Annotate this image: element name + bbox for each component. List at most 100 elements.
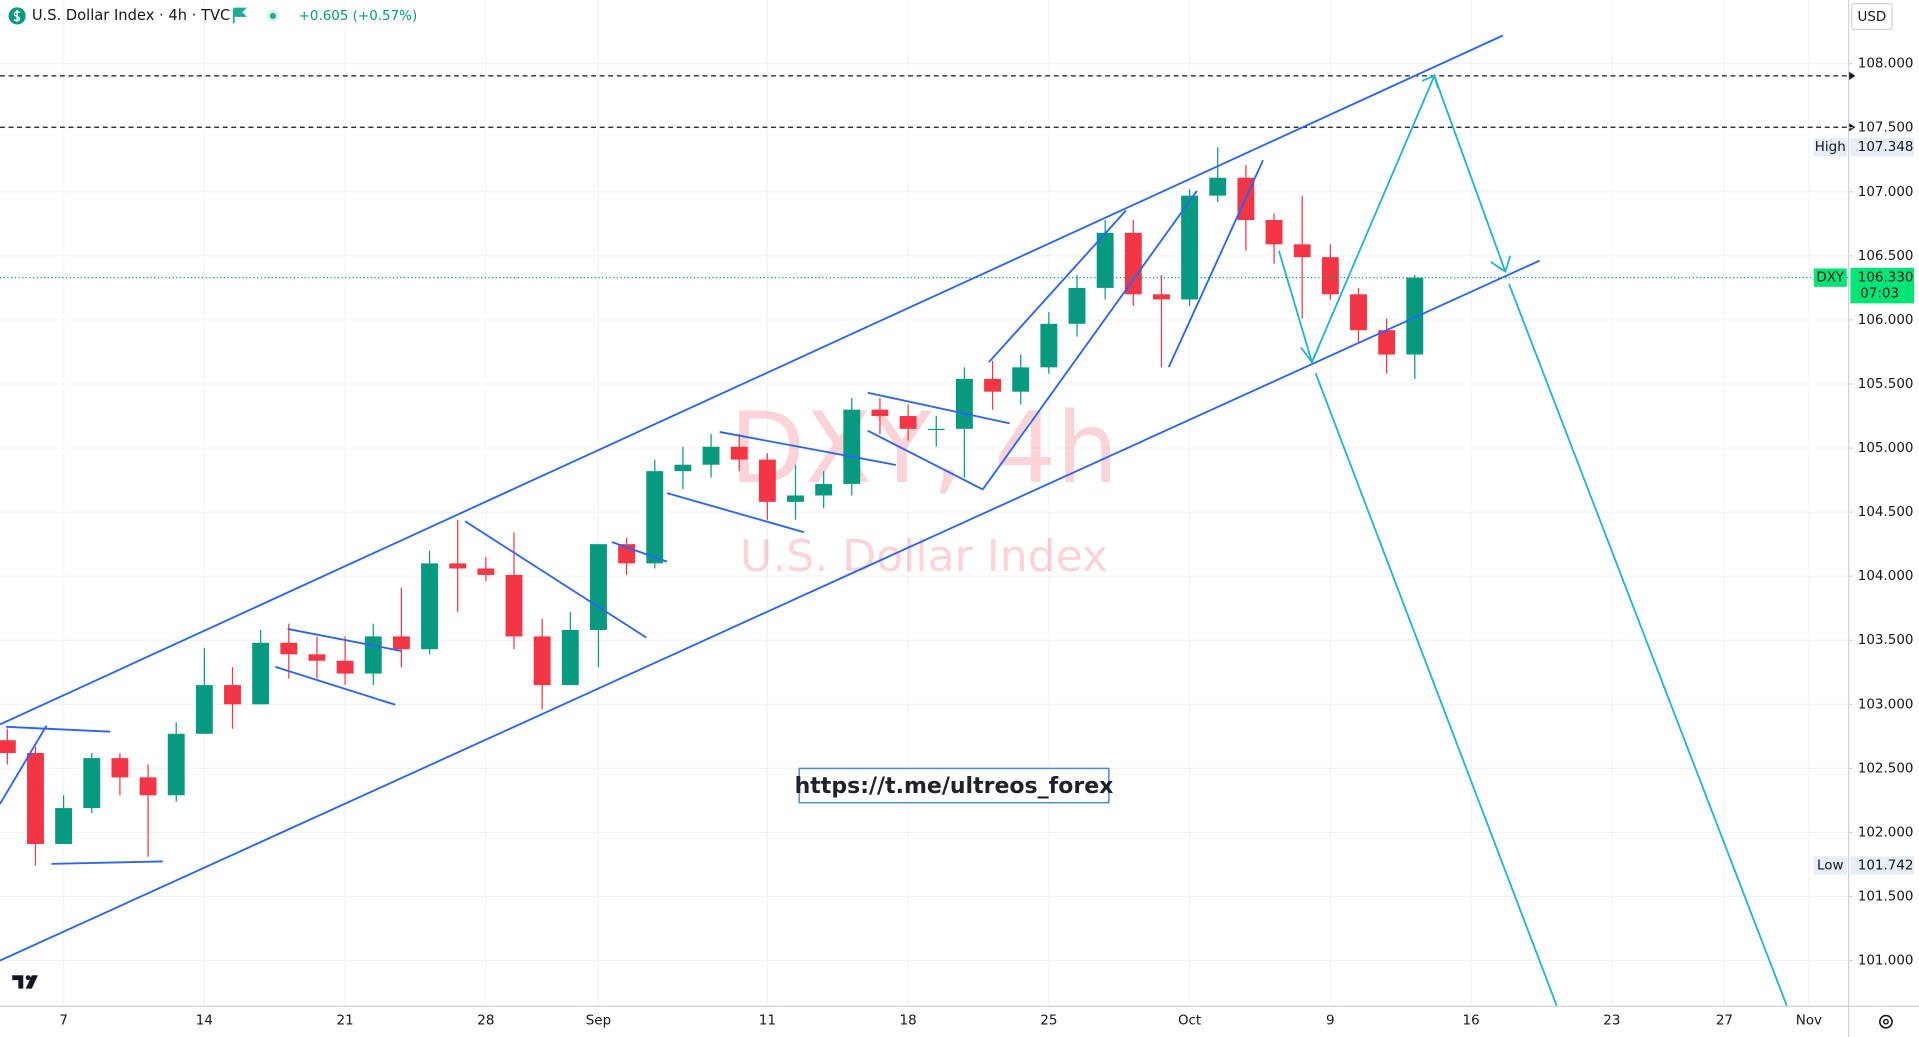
extreme-price-label: 101.742 — [1858, 858, 1914, 873]
candle-body — [871, 409, 889, 417]
extreme-price-tag — [1850, 138, 1915, 157]
trend-lines — [0, 34, 1540, 962]
trend-line — [611, 541, 668, 563]
projection — [1278, 73, 1788, 1007]
trend-line — [0, 725, 48, 805]
currency[interactable]: USD — [1858, 10, 1887, 25]
trend-line — [275, 665, 396, 706]
candle-body — [308, 654, 326, 661]
annotation[interactable]: https://t.me/ultreos_forex — [795, 774, 1114, 799]
trend-line — [867, 391, 1010, 425]
trend-line — [988, 209, 1127, 363]
candle-body — [787, 495, 804, 502]
candle-body — [899, 416, 917, 429]
candle-body — [815, 483, 833, 496]
trend-line — [719, 431, 897, 466]
countdown: 07:03 — [1860, 287, 1899, 302]
candle-body — [27, 753, 44, 844]
candle-body — [1096, 232, 1114, 288]
y-tick-label: 103.000 — [1858, 697, 1914, 712]
settings-icon[interactable] — [1879, 1014, 1893, 1029]
candle-body — [83, 758, 101, 809]
candle-body — [167, 733, 185, 796]
candle-body — [702, 446, 720, 465]
arrow-head — [1300, 344, 1321, 365]
projection-path — [1278, 73, 1507, 365]
candle-body — [561, 630, 579, 686]
y-tick-label: 108.000 — [1858, 57, 1914, 72]
candle-body — [449, 563, 467, 569]
candle-body — [224, 685, 241, 705]
x-tick-label: 14 — [196, 1013, 213, 1028]
x-tick-label: Oct — [1178, 1013, 1201, 1028]
flag-icon[interactable] — [232, 7, 247, 24]
candle-body — [336, 660, 354, 674]
grid — [0, 0, 1849, 1006]
x-tick-label: 16 — [1463, 1013, 1480, 1028]
x-tick-label: 9 — [1326, 1013, 1335, 1028]
extreme-price-tag — [1850, 856, 1915, 875]
candle-body — [1124, 232, 1142, 295]
candle-body — [1040, 323, 1058, 368]
trend-line — [6, 725, 111, 733]
candle-body — [1293, 244, 1311, 258]
logo-part — [12, 975, 24, 989]
gear[interactable] — [1879, 1014, 1893, 1029]
extreme-tag-label: High — [1815, 140, 1846, 155]
logo-part — [25, 975, 38, 989]
annotation-box — [798, 767, 1110, 804]
candle-body — [984, 378, 1001, 392]
gear-center[interactable] — [1883, 1018, 1889, 1025]
trend-line — [982, 190, 1198, 490]
x-tick-label: 23 — [1603, 1013, 1620, 1028]
projection-line — [1314, 372, 1558, 1007]
chart-title[interactable]: U.S. Dollar Index · 4h · TVC — [32, 7, 230, 24]
extreme-tag — [1813, 856, 1847, 875]
y-tick-label: 102.000 — [1858, 825, 1914, 840]
candle-body — [421, 563, 439, 650]
trend-line — [867, 429, 984, 491]
trend-line — [51, 860, 163, 865]
x-tick-label: Nov — [1796, 1013, 1822, 1028]
candle-body — [1265, 219, 1283, 245]
candle-body — [590, 544, 607, 631]
y-tick-label: 103.500 — [1858, 633, 1914, 648]
candle-body — [139, 777, 157, 796]
candle-body — [674, 464, 692, 472]
trend-line — [464, 520, 647, 639]
candle-body — [364, 636, 382, 674]
candle-body — [111, 758, 129, 778]
x-tick-label: 25 — [1040, 1013, 1057, 1028]
x-tick-label: 11 — [759, 1013, 776, 1028]
status-dot — [269, 12, 276, 19]
last-price-tag — [1850, 267, 1915, 304]
x-tick-label: 7 — [59, 1013, 68, 1028]
trend-line — [666, 492, 805, 534]
extreme-tag-label: Low — [1817, 858, 1844, 873]
candle-body — [1012, 367, 1030, 392]
candle-body — [1350, 294, 1367, 331]
candle-body — [927, 428, 945, 431]
extreme-price-label: 107.348 — [1858, 140, 1914, 155]
watermark-subtitle: U.S. Dollar Index — [740, 531, 1108, 582]
currency-button[interactable] — [1851, 3, 1893, 30]
extreme-tag — [1813, 138, 1847, 157]
symbol-icon-glyph — [13, 9, 21, 23]
candle-body — [730, 446, 748, 460]
candle-body — [1153, 294, 1170, 300]
x-tick-label: 21 — [337, 1013, 354, 1028]
candle-body — [195, 685, 213, 734]
x-tick-label: 27 — [1716, 1013, 1733, 1028]
candle-body — [646, 471, 664, 564]
candle-body — [252, 642, 270, 705]
candle-body — [843, 409, 861, 484]
arrow-head — [1490, 255, 1512, 274]
candle-body — [1378, 330, 1396, 355]
axes: 101.000 101.500 102.000 102.500 103.000 103.5… — [0, 57, 1915, 1028]
candle-body — [1406, 277, 1424, 355]
candle-body — [1321, 257, 1339, 295]
symbol-tag — [1813, 268, 1847, 287]
candle-body — [1209, 177, 1227, 196]
